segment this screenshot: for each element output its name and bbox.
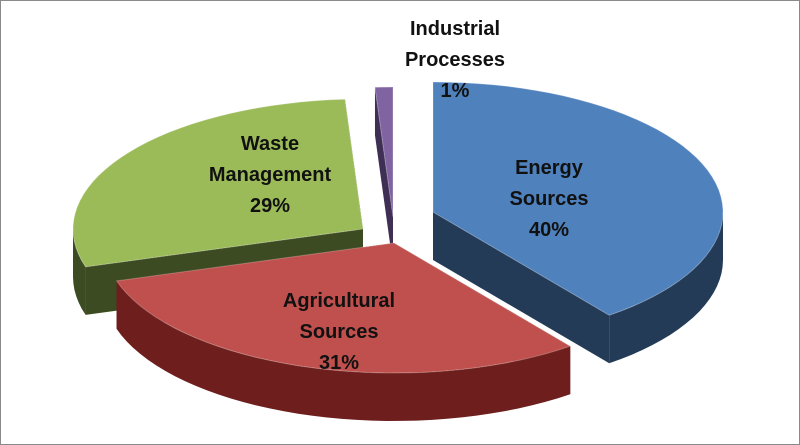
data-label-value: 40% <box>529 219 569 241</box>
data-label-industrial-processes: Industrial Processes 1% <box>405 18 505 102</box>
data-label-line: Sources <box>300 321 379 343</box>
slice-top-waste-management <box>72 98 364 268</box>
slice-top-industrial-processes <box>374 86 394 218</box>
data-label-waste-management: Waste Management 29% <box>209 133 332 217</box>
data-label-energy-sources: Energy Sources 40% <box>510 157 589 241</box>
data-label-line: Processes <box>405 49 505 71</box>
data-label-line: Management <box>209 164 332 186</box>
data-label-value: 29% <box>250 195 290 217</box>
data-label-line: Sources <box>510 188 589 210</box>
slice-energy-sources <box>432 81 724 364</box>
slice-top-agricultural-sources <box>115 242 571 374</box>
data-label-line: Waste <box>241 133 299 155</box>
data-label-value: 1% <box>441 80 470 102</box>
data-label-line: Industrial <box>410 18 500 40</box>
data-label-line: Agricultural <box>283 290 395 312</box>
slice-side-agricultural-sources <box>116 280 571 421</box>
data-label-value: 31% <box>319 352 359 374</box>
slice-wall-industrial-processes-0 <box>374 87 393 266</box>
data-label-agricultural-sources: Agricultural Sources 31% <box>283 290 395 374</box>
slice-industrial-processes <box>374 86 394 266</box>
data-label-line: Energy <box>515 157 584 179</box>
slice-side-energy-sources <box>609 212 723 364</box>
slice-side-waste-management <box>73 229 86 315</box>
slice-top-energy-sources <box>432 81 724 316</box>
slice-agricultural-sources <box>115 242 571 421</box>
slice-wall-energy-sources-1 <box>433 212 610 364</box>
